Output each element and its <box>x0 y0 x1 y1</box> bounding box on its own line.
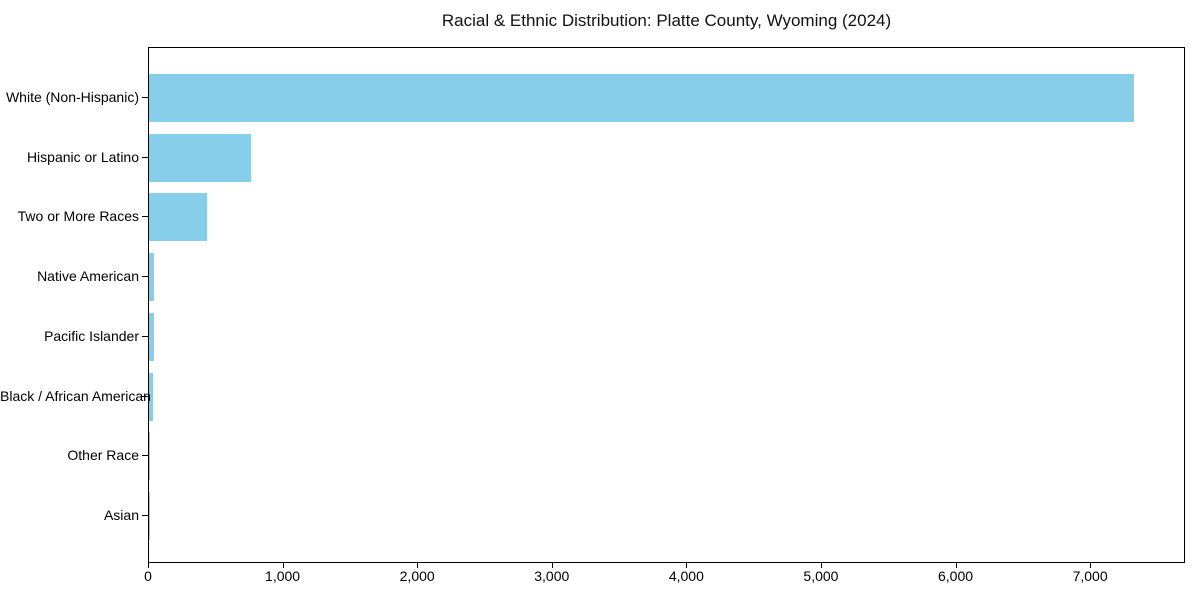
bar <box>149 253 155 302</box>
y-tick-mark <box>142 216 148 218</box>
x-axis-tick-label: 7,000 <box>1072 568 1108 584</box>
x-tick-mark <box>955 563 957 568</box>
y-axis-label: White (Non-Hispanic) <box>5 89 139 105</box>
y-axis-label: Two or More Races <box>17 208 139 225</box>
plot-area <box>148 47 1185 563</box>
y-tick-mark <box>142 335 148 337</box>
bar <box>149 312 155 361</box>
bar <box>149 372 154 421</box>
y-tick-mark <box>142 514 148 516</box>
y-axis-label: Other Race <box>67 447 139 464</box>
y-axis-label: Hispanic or Latino <box>26 148 139 165</box>
x-axis-tick-label: 4,000 <box>668 568 704 584</box>
x-tick-mark <box>417 563 419 568</box>
x-axis-tick-label: 1,000 <box>265 568 301 584</box>
y-axis-label: Pacific Islander <box>44 327 139 344</box>
x-tick-mark <box>686 563 688 568</box>
x-tick-mark <box>551 563 553 568</box>
x-tick-mark <box>820 563 822 568</box>
x-axis-tick-label: 6,000 <box>938 568 974 584</box>
bar <box>149 193 207 242</box>
y-tick-mark <box>142 276 148 278</box>
y-axis-label: Black / African American <box>0 387 151 404</box>
y-tick-mark <box>142 97 148 98</box>
bar <box>149 133 252 182</box>
x-axis-tick-label: 5,000 <box>803 568 839 584</box>
bar <box>149 432 151 481</box>
x-axis-tick-label: 2,000 <box>399 568 435 584</box>
x-tick-mark <box>282 563 284 568</box>
y-axis-label: Native American <box>37 268 139 285</box>
chart-title: Racial & Ethnic Distribution: Platte Cou… <box>441 11 892 30</box>
y-tick-mark <box>142 156 148 158</box>
y-tick-mark <box>142 395 148 397</box>
y-tick-mark <box>142 455 148 457</box>
x-axis-tick-label: 3,000 <box>534 568 570 584</box>
x-tick-mark <box>148 563 149 568</box>
y-axis-label: Asian <box>103 506 139 523</box>
bar <box>149 74 1135 122</box>
x-axis-tick-label: 0 <box>144 568 152 584</box>
x-tick-mark <box>1090 563 1092 568</box>
